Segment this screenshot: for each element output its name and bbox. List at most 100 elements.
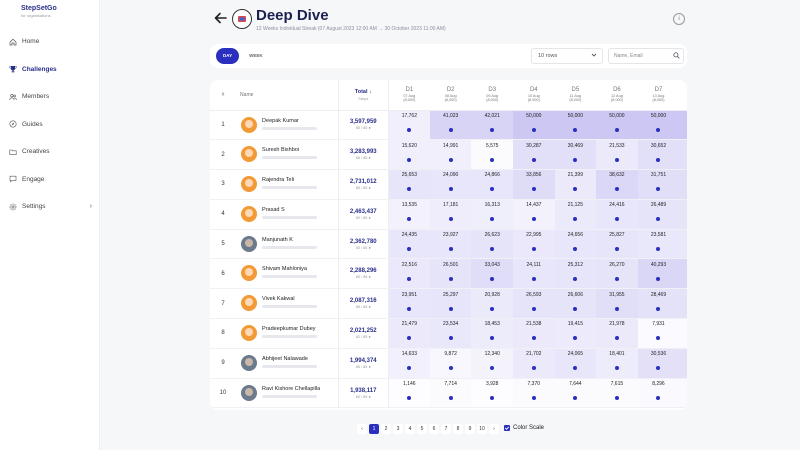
back-arrow-icon[interactable] [214,11,228,25]
page-button-4[interactable]: 4 [405,424,415,434]
step-cell: 50,000 [596,110,638,141]
step-value: 7,644 [569,381,582,388]
goal-met-dot [573,276,578,281]
goal-met-dot [490,127,495,132]
header-rank: # [210,80,237,111]
page-button-5[interactable]: 5 [417,424,427,434]
week-toggle-button[interactable]: WEEK [249,53,263,58]
user-cell: Deepak Kumar [236,110,339,141]
color-scale-checkbox[interactable] [504,425,510,431]
page-button-6[interactable]: 6 [429,424,439,434]
color-scale-toggle[interactable]: Color Scale [504,425,544,431]
header-day-goal: (8,000) [486,98,499,103]
step-value: 26,593 [526,291,542,298]
step-cell: 50,000 [554,110,597,141]
rank-cell: 2 [210,139,237,171]
step-cell: 22,995 [513,229,555,260]
table-row[interactable]: 6 Shivam Mahloniya 2,288,296 85 / 85 ● 22,51… [210,258,687,290]
total-cell: 1,938,117 80 / 85 ● [337,378,389,409]
goal-met-dot [656,187,661,192]
total-steps: 2,021,252 [349,327,377,334]
header-overflow-column [679,80,687,111]
user-name: Deepak Kumar [262,117,299,124]
header-day-date: 08 Aug [444,94,457,99]
header-day-date: 12 Aug [610,94,623,99]
goal-met-dot [656,276,661,281]
table-row[interactable]: 5 Manjunath K 2,362,780 83 / 85 ● 24,435 23,9… [210,229,687,260]
sidebar-item-challenges[interactable]: Challenges [0,56,100,84]
sidebar-item-home[interactable]: Home [0,28,100,56]
step-value: 16,313 [484,202,500,209]
step-value: 21,533 [609,142,625,149]
info-button[interactable]: i [673,13,685,25]
brand-logo[interactable]: StepSetGo for organisations [21,5,57,18]
header-day-label: D3 [488,87,497,94]
goal-met-dot [614,366,619,371]
shoe-icon [238,16,246,22]
goal-fraction: 83 / 85 ● [355,245,371,250]
step-cell: 31,751 [637,169,680,200]
sidebar-item-creatives[interactable]: Creatives [0,138,100,166]
step-value: 21,479 [401,321,417,328]
prev-page-button[interactable]: ‹ [357,424,367,434]
home-icon [8,37,17,46]
page-button-7[interactable]: 7 [441,424,451,434]
table-row[interactable]: 8 Pradeepkumar Dubey 2,021,252 82 / 85 ● 21,… [210,318,687,349]
challenge-avatar [232,9,252,29]
chat-icon [8,175,17,184]
step-value: 1,146 [403,381,416,388]
page-button-10[interactable]: 10 [477,424,487,434]
sidebar-item-settings[interactable]: Settings › [0,193,100,221]
table-row[interactable]: 7 Vivek Kakwal 2,087,316 85 / 85 ● 23,951 25,… [210,288,687,320]
table-row[interactable]: 9 Abhijeet Nalawade 1,994,374 85 / 85 ● 14,6… [210,348,687,379]
page-button-9[interactable]: 9 [465,424,475,434]
goal-met-dot [448,187,453,192]
goal-met-dot [407,366,412,371]
page-button-3[interactable]: 3 [393,424,403,434]
step-cell: 24,435 [388,229,430,260]
table-row[interactable]: 2 Suresh Bishboi 3,283,993 85 / 85 ● 15,620 1… [210,139,687,171]
sidebar-item-engage[interactable]: Engage [0,166,100,194]
goal-met-dot [614,336,619,341]
rank-cell: 8 [210,318,237,349]
goal-fraction: 85 / 85 ● [355,156,371,161]
page-button-8[interactable]: 8 [453,424,463,434]
chevron-right-icon[interactable]: › [89,203,92,211]
step-value: 7,714 [444,381,457,388]
header-total[interactable]: Total ↓ Steps [337,80,389,111]
search-input[interactable] [608,48,684,64]
overflow-cell [679,318,687,349]
total-steps: 3,597,959 [349,119,377,126]
table-row[interactable]: 10 Ravi Kishore Chellapilla 1,938,117 80 / … [210,378,687,409]
goal-met-dot [656,157,661,162]
step-cell: 21,399 [554,169,597,200]
sidebar-item-members[interactable]: Members [0,83,100,111]
step-value: 25,827 [609,232,625,239]
step-value: 8,296 [652,381,665,388]
step-value: 31,751 [650,172,667,179]
step-value: 14,633 [401,351,417,358]
redacted-email [262,245,318,249]
total-steps: 2,362,780 [349,238,377,245]
step-cell: 24,065 [554,348,597,379]
page-button-1[interactable]: 1 [369,424,379,434]
step-cell: 31,955 [596,288,638,320]
page-button-2[interactable]: 2 [381,424,391,434]
header-day-label: D5 [571,87,580,94]
user-name: Abhijeet Nalawade [262,355,308,362]
table-row[interactable]: 4 Prasad S 2,463,437 80 / 85 ● 13,535 17,181 1… [210,199,687,230]
header-day-1: D1 07 Aug (8,000) [388,80,430,111]
search-icon[interactable] [673,52,680,59]
rows-select[interactable]: 10 rows [531,48,603,64]
next-page-button[interactable]: › [489,424,499,434]
rows-select-value: 10 rows [538,53,558,59]
day-toggle-button[interactable]: DAY [216,48,240,64]
step-cell: 23,927 [429,229,472,260]
goal-met-dot [448,127,453,132]
step-value: 30,287 [526,142,542,149]
table-row[interactable]: 1 Deepak Kumar 3,597,959 85 / 85 ● 17,762 41,… [210,110,687,141]
table-row[interactable]: 3 Rajendra Teli 2,731,012 85 / 85 ● 25,653 24… [210,169,687,200]
redacted-email [262,156,318,160]
avatar [241,265,258,282]
sidebar-item-guides[interactable]: Guides [0,111,100,139]
